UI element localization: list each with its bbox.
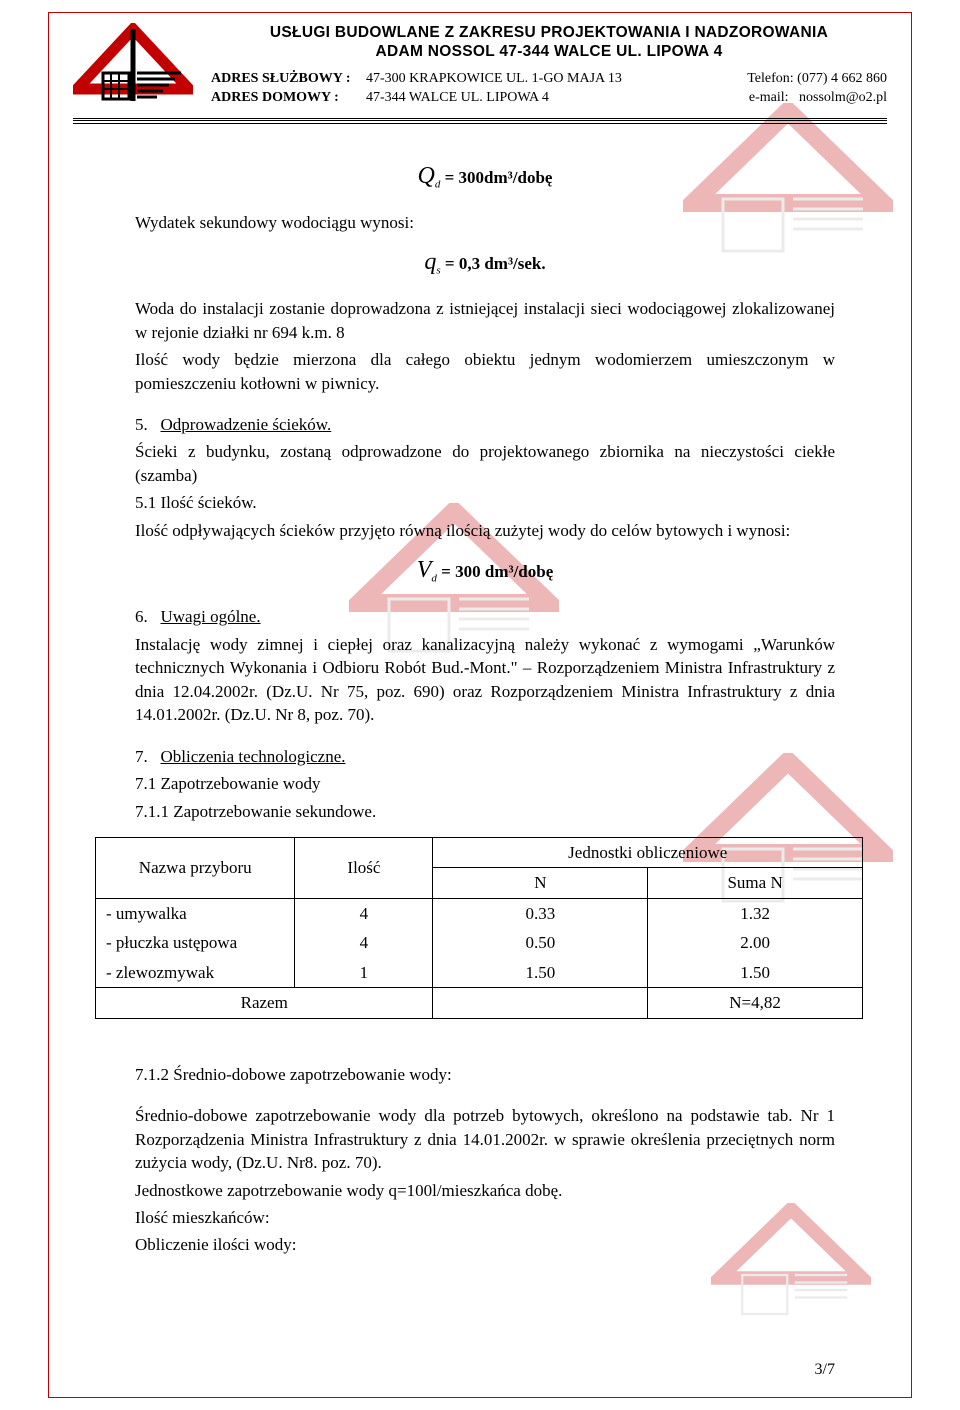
col-ilosc: Ilość (295, 838, 433, 899)
email-value: nossolm@o2.pl (799, 90, 887, 105)
home-address-value: 47-344 WALCE UL. LIPOWA 4 (366, 89, 709, 108)
header-title-2: ADAM NOSSOL 47-344 WALCE UL. LIPOWA 4 (211, 42, 887, 61)
company-logo (73, 23, 193, 105)
page-content: Qd = 300dm³/dobę Wydatek sekundowy wodoc… (49, 124, 911, 1257)
sec7-1-2-p1: Średnio-dobowe zapotrzebowanie wody dla … (135, 1104, 835, 1174)
para-meter: Ilość wody będzie mierzona dla całego ob… (135, 348, 835, 395)
table-row: - zlewozmywak 1 1.50 1.50 (96, 958, 863, 988)
para-water-supply: Woda do instalacji zostanie doprowadzona… (135, 297, 835, 344)
sec6-num: 6. (135, 607, 148, 626)
table-row-total: Razem N=4,82 (96, 988, 863, 1018)
page-border: USŁUGI BUDOWLANE Z ZAKRESU PROJEKTOWANIA… (48, 12, 912, 1398)
sec7-1-1: 7.1.1 Zapotrzebowanie sekundowe. (135, 800, 835, 823)
sec5-sub: 5.1 Ilość ścieków. (135, 491, 835, 514)
page-header: USŁUGI BUDOWLANE Z ZAKRESU PROJEKTOWANIA… (49, 13, 911, 124)
col-jednostki: Jednostki obliczeniowe (433, 838, 863, 868)
sec6-title: Uwagi ogólne. (161, 607, 261, 626)
sec7-1: 7.1 Zapotrzebowanie wody (135, 772, 835, 795)
equation-qs: qs = 0,3 dm³/sek. (135, 246, 835, 279)
sec7-num: 7. (135, 747, 148, 766)
phone-label: Telefon: (747, 71, 793, 86)
table-row: - umywalka 4 0.33 1.32 (96, 898, 863, 928)
col-nazwa: Nazwa przyboru (96, 838, 295, 899)
sec7-title: Obliczenia technologiczne. (161, 747, 346, 766)
sec5-num: 5. (135, 415, 148, 434)
line-wydatek: Wydatek sekundowy wodociągu wynosi: (135, 211, 835, 234)
sec6-body: Instalację wody zimnej i ciepłej oraz ka… (135, 633, 835, 727)
email-label: e-mail: (749, 90, 789, 105)
equation-qd: Qd = 300dm³/dobę (135, 160, 835, 193)
sec5-p1: Ścieki z budynku, zostaną odprowadzone d… (135, 440, 835, 487)
col-suma-n: Suma N (648, 868, 863, 898)
sec7-1-2-p3: Ilość mieszkańców: (135, 1206, 835, 1229)
page-number: 3/7 (815, 1361, 835, 1379)
col-n: N (433, 868, 648, 898)
sec7-1-2-p4: Obliczenie ilości wody: (135, 1233, 835, 1256)
service-address-value: 47-300 KRAPKOWICE UL. 1-GO MAJA 13 (366, 70, 707, 89)
sec5-title: Odprowadzenie ścieków. (161, 415, 332, 434)
sec5-p2: Ilość odpływających ścieków przyjęto rów… (135, 519, 835, 542)
header-title-1: USŁUGI BUDOWLANE Z ZAKRESU PROJEKTOWANIA… (211, 23, 887, 42)
table-row: - płuczka ustępowa 4 0.50 2.00 (96, 928, 863, 957)
sec7-1-2-title: 7.1.2 Średnio-dobowe zapotrzebowanie wod… (135, 1063, 835, 1086)
demand-table: Nazwa przyboru Ilość Jednostki obliczeni… (95, 837, 863, 1019)
sec7-1-2-p2: Jednostkowe zapotrzebowanie wody q=100l/… (135, 1179, 835, 1202)
service-address-label: ADRES SŁUŻBOWY : (211, 70, 366, 89)
phone-value: (077) 4 662 860 (797, 71, 887, 86)
home-address-label: ADRES DOMOWY : (211, 89, 366, 108)
equation-vd: Vd = 300 dm³/dobę (135, 554, 835, 587)
